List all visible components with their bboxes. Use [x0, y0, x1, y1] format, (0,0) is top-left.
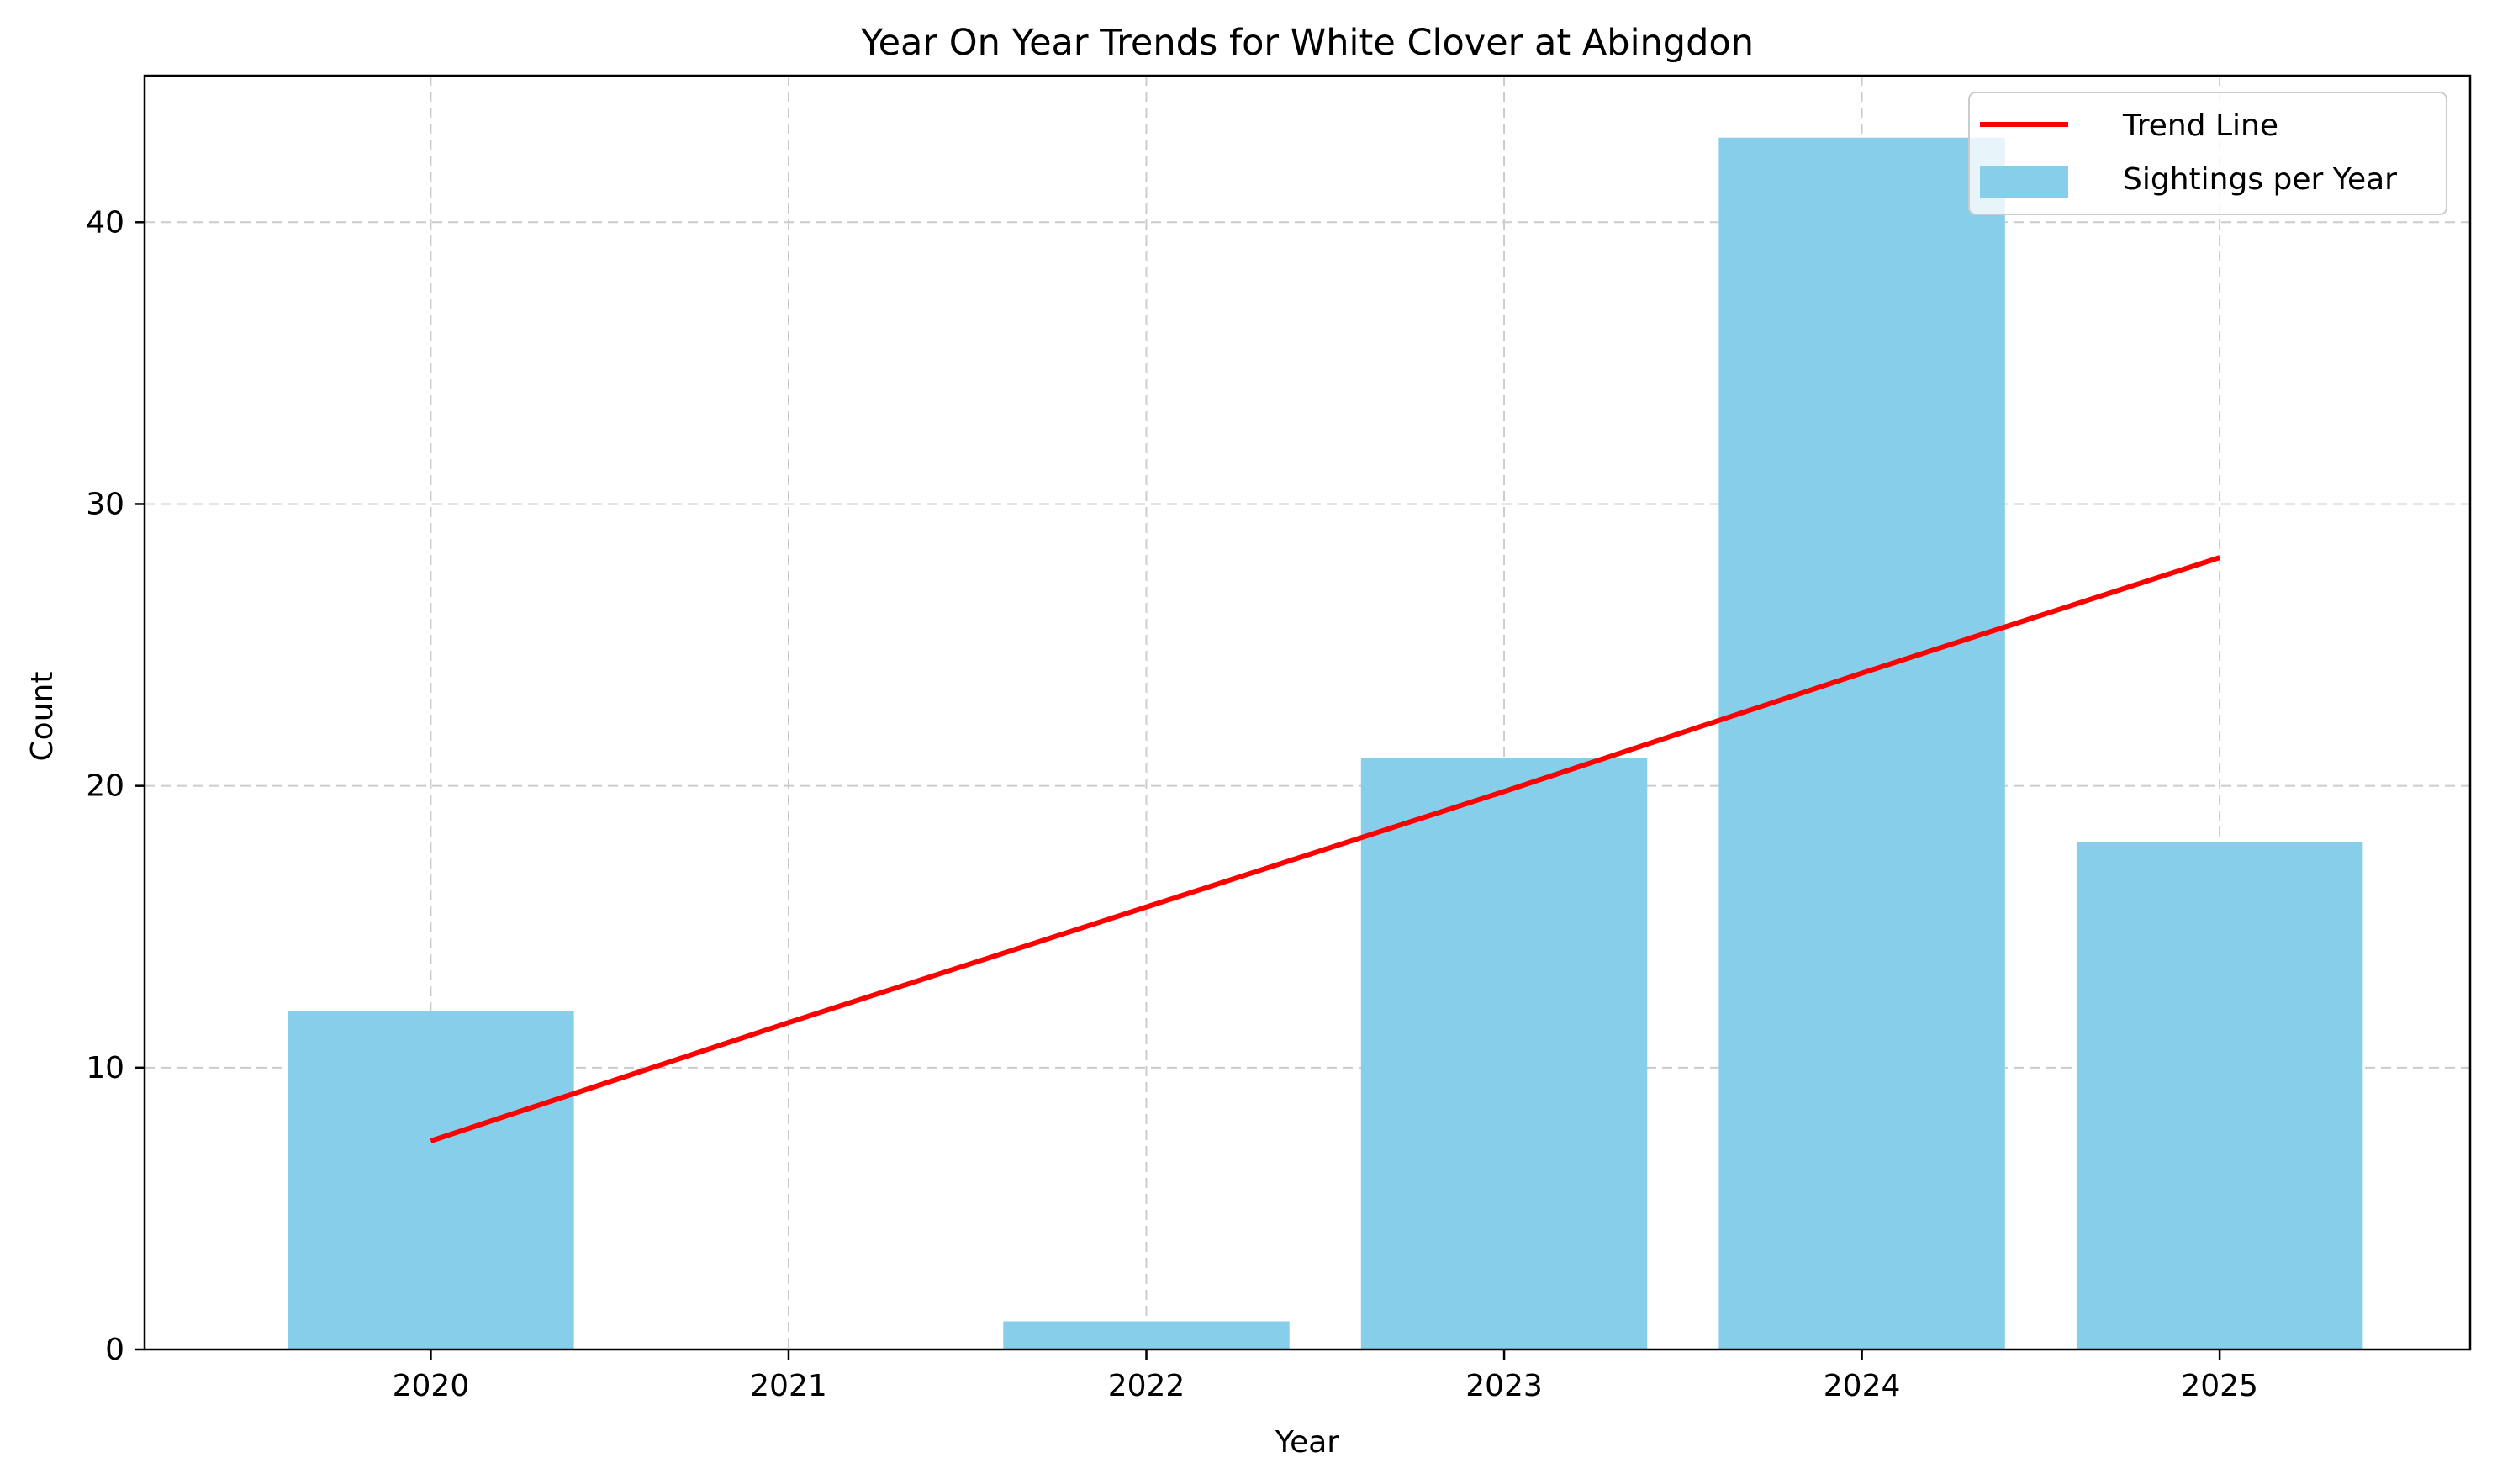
legend: Trend Line Sightings per Year — [1968, 92, 2447, 215]
chart-title: Year On Year Trends for White Clover at … — [860, 22, 1754, 64]
legend-sightings-label: Sightings per Year — [2123, 162, 2397, 197]
trend-line — [430, 555, 2221, 1143]
x-axis-label: Year — [1275, 1425, 1339, 1460]
y-tick-label-10: 10 — [86, 1051, 124, 1085]
x-tick-label-2020: 2020 — [393, 1369, 470, 1403]
legend-sightings-swatch — [1980, 166, 2068, 198]
y-tick-label-0: 0 — [105, 1333, 124, 1367]
bar-2025 — [2076, 842, 2363, 1349]
trend-line-layer — [430, 555, 2221, 1143]
bars — [288, 137, 2363, 1350]
legend-box — [1968, 92, 2447, 215]
x-tick-label-2023: 2023 — [1465, 1369, 1543, 1403]
bar-2022 — [1003, 1321, 1290, 1349]
legend-trend-line-label: Trend Line — [2122, 108, 2278, 143]
y-tick-label-20: 20 — [86, 769, 124, 804]
axes — [135, 74, 2472, 1360]
x-tick-label-2025: 2025 — [2181, 1369, 2258, 1403]
x-tick-label-2021: 2021 — [750, 1369, 827, 1403]
x-tick-label-2024: 2024 — [1824, 1369, 1901, 1403]
bar-2024 — [1718, 137, 2005, 1350]
bar-2023 — [1360, 758, 1648, 1349]
tick-labels: 2020 2021 2022 2023 2024 2025 0 10 20 30 40 — [86, 205, 2258, 1403]
x-tick-label-2022: 2022 — [1108, 1369, 1185, 1403]
y-tick-label-40: 40 — [86, 205, 124, 240]
bar-2020 — [288, 1011, 574, 1349]
y-axis-label: Count — [25, 672, 60, 762]
y-tick-label-30: 30 — [86, 487, 124, 521]
plot-frame — [143, 74, 2472, 1351]
